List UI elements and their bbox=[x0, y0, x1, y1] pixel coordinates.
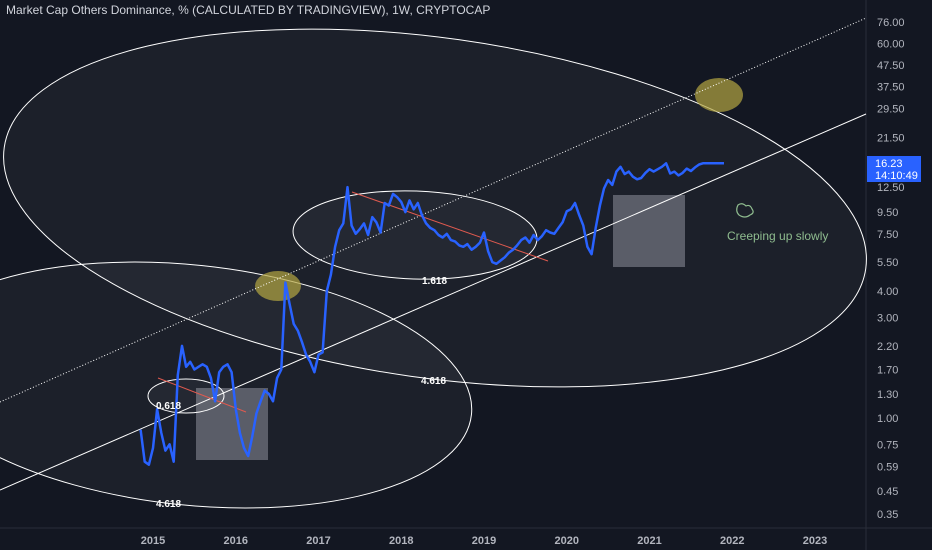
price-tick-label: 1.70 bbox=[877, 364, 898, 376]
price-tick-label: 3.00 bbox=[877, 313, 898, 325]
fib-label-4618-lower: 4.618 bbox=[156, 499, 181, 510]
price-tick-label: 0.45 bbox=[877, 486, 898, 498]
time-tick-label: 2017 bbox=[306, 535, 330, 547]
annotation-text[interactable]: Creeping up slowly bbox=[727, 229, 828, 243]
highlight-circle-target[interactable] bbox=[695, 78, 743, 112]
time-tick-label: 2022 bbox=[720, 535, 744, 547]
fib-ellipse-lower[interactable] bbox=[0, 236, 484, 534]
time-tick-label: 2021 bbox=[637, 535, 661, 547]
highlight-box-2021[interactable] bbox=[613, 195, 685, 267]
price-tick-label: 76.00 bbox=[877, 17, 905, 29]
fib-label-4618-upper: 4.618 bbox=[421, 376, 446, 387]
red-line-2015[interactable] bbox=[157, 377, 247, 413]
chart-title: Market Cap Others Dominance, % (CALCULAT… bbox=[6, 3, 491, 17]
time-tick-label: 2019 bbox=[472, 535, 496, 547]
fib-label-0618: 0.618 bbox=[156, 401, 181, 412]
fib-label-1618: 1.618 bbox=[422, 276, 447, 287]
price-line[interactable] bbox=[139, 161, 724, 466]
price-tick-label: 4.00 bbox=[877, 286, 898, 298]
price-tick-label: 29.50 bbox=[877, 104, 905, 116]
trendline-support[interactable] bbox=[0, 113, 867, 491]
price-tick-label: 9.50 bbox=[877, 207, 898, 219]
trendline-dotted[interactable] bbox=[0, 17, 867, 403]
annotation-icon[interactable] bbox=[736, 203, 754, 218]
time-tick-label: 2020 bbox=[555, 535, 579, 547]
price-tick-label: 60.00 bbox=[877, 39, 905, 51]
price-axis[interactable]: 76.00 60.00 47.50 37.50 29.50 21.50 12.50 9.50 7… bbox=[877, 17, 905, 521]
time-tick-label: 2016 bbox=[224, 535, 248, 547]
price-tick-label: 0.75 bbox=[877, 439, 898, 451]
price-tick-label: 5.50 bbox=[877, 257, 898, 269]
bar-countdown: 14:10:49 bbox=[875, 170, 918, 182]
price-tick-label: 0.35 bbox=[877, 509, 898, 521]
time-tick-label: 2015 bbox=[141, 535, 165, 547]
highlight-circle-2016[interactable] bbox=[255, 271, 301, 301]
current-price-value: 16.23 bbox=[875, 158, 903, 170]
price-tick-label: 37.50 bbox=[877, 82, 905, 94]
time-axis[interactable]: 2015 2016 2017 2018 2019 2020 2021 2022 2023 bbox=[141, 535, 827, 547]
price-tick-label: 1.30 bbox=[877, 389, 898, 401]
price-tick-label: 2.20 bbox=[877, 341, 898, 353]
price-tick-label: 47.50 bbox=[877, 60, 905, 72]
price-tick-label: 7.50 bbox=[877, 229, 898, 241]
current-price-badge: 16.23 14:10:49 bbox=[867, 156, 921, 182]
fib-ellipse-small[interactable] bbox=[147, 378, 225, 414]
time-tick-label: 2018 bbox=[389, 535, 413, 547]
time-tick-label: 2023 bbox=[803, 535, 827, 547]
price-tick-label: 21.50 bbox=[877, 132, 905, 144]
fib-ellipse-large[interactable] bbox=[0, 0, 889, 437]
price-tick-label: 12.50 bbox=[877, 182, 905, 194]
price-tick-label: 1.00 bbox=[877, 413, 898, 425]
price-tick-label: 0.59 bbox=[877, 461, 898, 473]
